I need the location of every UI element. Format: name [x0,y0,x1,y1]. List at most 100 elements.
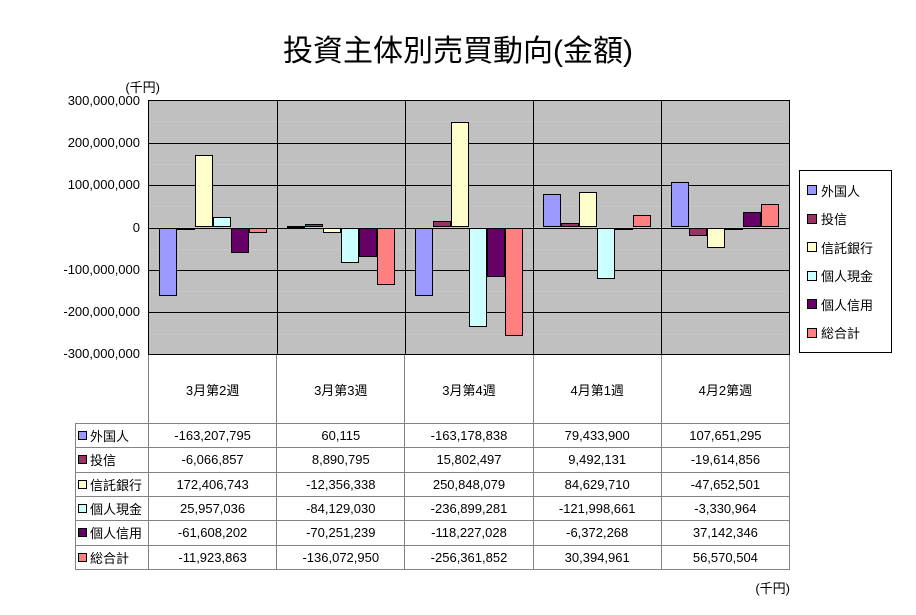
table-value-cell: 8,890,795 [277,448,405,472]
table-value-cell: 172,406,743 [149,472,277,496]
table-value-cell: 79,433,900 [533,424,661,448]
bar-総合計-3月第3週 [377,227,395,285]
legend-key-icon [807,327,817,338]
legend-key-icon [807,299,817,310]
bar-総合計-3月第2週 [249,227,267,233]
bar-外国人-4月第1週 [543,194,561,228]
table-value-cell: -11,923,863 [149,545,277,569]
legend-label: 信託銀行 [821,240,874,256]
data-table: 外国人 -163,207,795 60,115 -163,178,838 79,433,… [75,423,790,570]
series-key-icon [78,528,87,538]
bar-総合計-4月2第週 [761,203,779,228]
table-row-header: 総合計 [76,545,148,569]
table-value-cell: 56,570,504 [661,545,789,569]
series-key-icon [78,552,87,562]
table-value-cell: 107,651,295 [661,424,789,448]
table-row-header: 個人信用 [76,521,148,545]
table-value-cell: -70,251,239 [277,521,405,545]
bar-個人現金-3月第2週 [213,216,231,228]
bar-個人信用-4月第1週 [615,227,633,231]
table-value-cell: 15,802,497 [405,448,533,472]
bar-個人信用-3月第3週 [359,227,377,258]
table-row-header: 個人現金 [76,497,148,521]
table-value-cell: -236,899,281 [405,497,533,521]
y-axis-tick-label: 300,000,000 [67,93,140,108]
y-axis-tick-label: -300,000,000 [63,346,140,361]
y-axis-unit-label: (千円) [125,80,160,95]
legend-key-icon [807,242,817,253]
table-value-cell: -136,072,950 [277,545,405,569]
table-value-cell: 9,492,131 [533,448,661,472]
table-value-cell: 250,848,079 [405,472,533,496]
bar-外国人-4月2第週 [671,182,689,228]
bar-外国人-3月第2週 [159,227,177,297]
bar-投信-4月第1週 [561,223,579,228]
series-key-icon [78,504,87,514]
y-axis-tick-label: 0 [132,219,140,235]
legend-label: 個人現金 [821,269,874,285]
y-axis-tick-label: 200,000,000 [67,135,140,151]
bar-個人信用-3月第2週 [231,227,249,254]
category-label: 3月第3週 [276,355,404,423]
table-value-cell: 60,115 [277,424,405,448]
table-value-cell: -6,066,857 [149,448,277,472]
category-separator [533,101,534,354]
legend: 外国人投信信託銀行個人現金個人信用総合計 [799,170,892,353]
series-name: 投信 [90,453,117,469]
table-value-cell: 25,957,036 [149,497,277,521]
table-value-cell: -163,178,838 [405,424,533,448]
series-name: 外国人 [90,429,130,445]
table-row-header: 外国人 [76,424,148,448]
legend-label: 個人信用 [821,297,874,313]
table-unit-label: (千円) [755,581,790,596]
bar-個人信用-4月2第週 [743,211,761,228]
category-label: 3月第4週 [404,355,532,423]
bar-信託銀行-3月第4週 [451,121,469,228]
legend-label: 投信 [821,212,848,228]
bar-個人現金-3月第4週 [469,227,487,328]
table-value-cell: -12,356,338 [277,472,405,496]
bar-投信-4月2第週 [689,227,707,236]
legend-label: 総合計 [821,326,861,342]
series-key-icon [78,455,87,465]
series-name: 個人現金 [90,502,143,518]
series-name: 信託銀行 [90,477,143,493]
bar-個人現金-3月第3週 [341,227,359,263]
series-key-icon [78,431,87,441]
table-value-cell: 37,142,346 [661,521,789,545]
bar-個人信用-3月第4週 [487,227,505,278]
table-value-cell: -118,227,028 [405,521,533,545]
bar-総合計-4月第1週 [633,214,651,228]
table-value-cell: -84,129,030 [277,497,405,521]
bar-信託銀行-3月第2週 [195,154,213,228]
bar-信託銀行-3月第3週 [323,227,341,233]
legend-key-icon [807,185,817,196]
table-value-cell: -6,372,268 [533,521,661,545]
legend-item: 総合計 [807,323,889,342]
bar-投信-3月第2週 [177,227,195,231]
h-gridline [149,143,789,144]
category-label: 3月第2週 [148,355,276,423]
chart-title: 投資主体別売買動向(金額) [283,35,633,68]
bar-信託銀行-4月2第週 [707,227,725,248]
category-axis: 3月第2週 3月第3週 3月第4週 4月第1週 4月2第週 [148,355,790,423]
legend-item: 信託銀行 [807,238,889,257]
y-axis-tick-label: 100,000,000 [67,177,140,193]
bar-投信-3月第4週 [433,220,451,228]
table-value-cell: -256,361,852 [405,545,533,569]
series-key-icon [78,479,87,489]
plot-area [148,100,790,355]
y-axis-tick-label: -200,000,000 [63,303,140,319]
bar-投信-3月第3週 [305,223,323,228]
category-separator [405,101,406,354]
legend-item: 外国人 [807,181,889,200]
table-row-header: 投信 [76,448,148,472]
series-name: 総合計 [90,550,130,566]
table-value-cell: 84,629,710 [533,472,661,496]
table-value-cell: -121,998,661 [533,497,661,521]
bar-総合計-3月第4週 [505,227,523,336]
table-value-cell: -3,330,964 [661,497,789,521]
bar-外国人-3月第4週 [415,227,433,297]
bar-外国人-3月第3週 [287,225,305,228]
